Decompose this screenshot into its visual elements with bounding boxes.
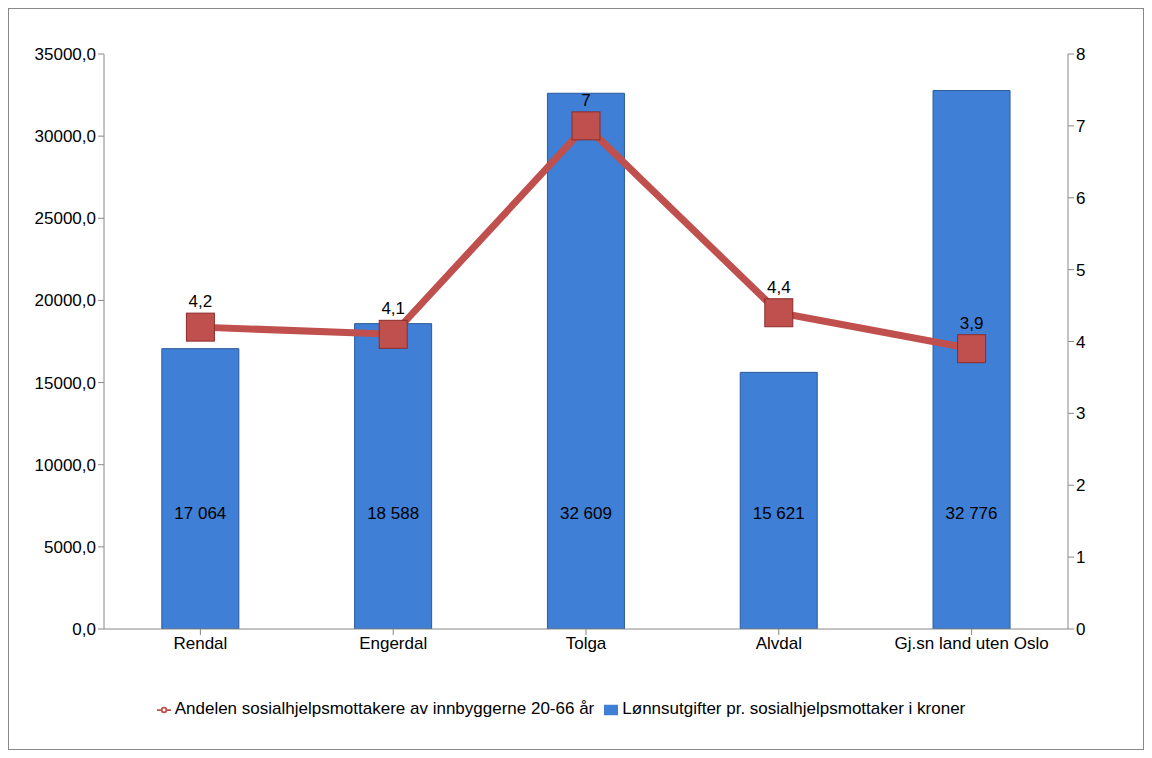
svg-text:4,1: 4,1 xyxy=(381,299,405,318)
svg-text:Tolga: Tolga xyxy=(566,634,607,653)
html-text:Andelen sosialhjelpsmottakere: Andelen sosialhjelpsmottakere av innbygg… xyxy=(174,699,595,718)
svg-text:5: 5 xyxy=(1076,261,1085,280)
svg-text:7: 7 xyxy=(581,91,590,110)
svg-text:17 064: 17 064 xyxy=(174,504,226,523)
svg-text:35000,0: 35000,0 xyxy=(35,45,96,64)
svg-text:3,9: 3,9 xyxy=(960,314,984,333)
svg-text:5000,0: 5000,0 xyxy=(44,538,96,557)
svg-text:Rendal: Rendal xyxy=(173,634,227,653)
svg-text:2: 2 xyxy=(1076,476,1085,495)
svg-text:8: 8 xyxy=(1076,45,1085,64)
svg-text:3: 3 xyxy=(1076,404,1085,423)
svg-text:20000,0: 20000,0 xyxy=(35,291,96,310)
svg-text:32 609: 32 609 xyxy=(560,504,612,523)
svg-text:1: 1 xyxy=(1076,548,1085,567)
svg-text:15 621: 15 621 xyxy=(753,504,805,523)
svg-text:Gj.sn land uten Oslo: Gj.sn land uten Oslo xyxy=(895,634,1049,653)
svg-text:7: 7 xyxy=(1076,117,1085,136)
html-text:Lønnsutgifter pr. sosialhjelps: Lønnsutgifter pr. sosialhjelpsmottaker i… xyxy=(622,699,966,718)
svg-text:Alvdal: Alvdal xyxy=(756,634,802,653)
svg-text:18 588: 18 588 xyxy=(367,504,419,523)
svg-text:4,2: 4,2 xyxy=(189,292,213,311)
svg-text:15000,0: 15000,0 xyxy=(35,374,96,393)
svg-text:30000,0: 30000,0 xyxy=(35,127,96,146)
svg-text:4,4: 4,4 xyxy=(767,278,791,297)
svg-text:10000,0: 10000,0 xyxy=(35,456,96,475)
svg-text:6: 6 xyxy=(1076,189,1085,208)
svg-text:0,0: 0,0 xyxy=(72,620,96,639)
svg-text:32 776: 32 776 xyxy=(946,504,998,523)
svg-text:25000,0: 25000,0 xyxy=(35,209,96,228)
svg-text:4: 4 xyxy=(1076,333,1085,352)
svg-text:0: 0 xyxy=(1076,620,1085,639)
svg-text:Engerdal: Engerdal xyxy=(359,634,427,653)
